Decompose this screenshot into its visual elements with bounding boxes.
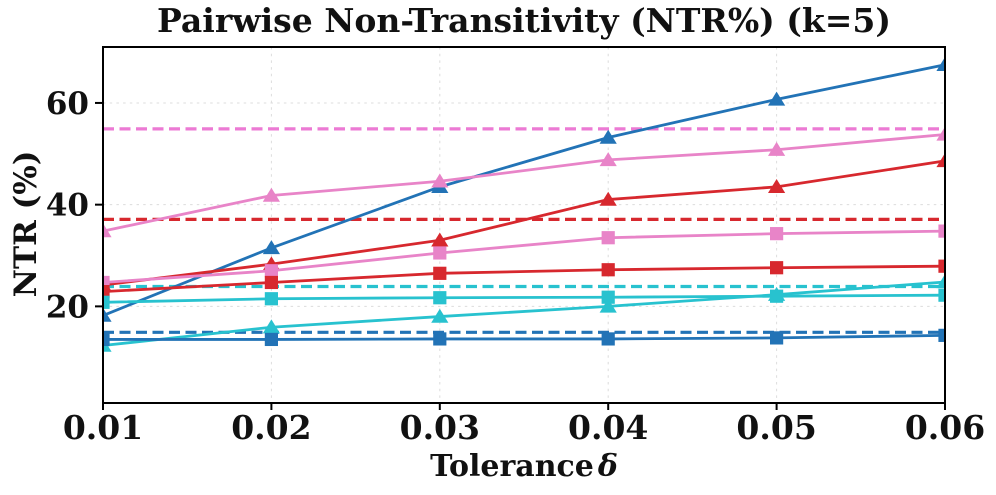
cyan-square-line bbox=[102, 293, 946, 304]
pink-square-marker bbox=[102, 275, 110, 290]
series-blue-triangle bbox=[102, 57, 946, 322]
x-tick-label: 0.06 bbox=[905, 408, 985, 447]
series-blue-square bbox=[102, 328, 946, 347]
red-square-line bbox=[102, 264, 946, 294]
cyan-triangle-marker bbox=[262, 319, 280, 334]
red-triangle-marker bbox=[599, 191, 617, 206]
pink-square-marker bbox=[433, 246, 447, 260]
cyan-square-marker bbox=[102, 295, 110, 309]
cyan-triangle-line bbox=[102, 280, 946, 347]
pink-square-marker bbox=[601, 231, 615, 245]
pink-square-line bbox=[102, 229, 946, 284]
pink-triangle-marker bbox=[431, 173, 449, 188]
pink-triangle-marker bbox=[936, 126, 946, 141]
red-square-marker bbox=[938, 259, 946, 273]
red-square-marker bbox=[433, 266, 447, 280]
cyan-square-marker bbox=[938, 288, 946, 302]
red-triangle-line bbox=[102, 159, 946, 287]
series-group bbox=[102, 57, 946, 352]
pink-triangle-marker bbox=[599, 152, 617, 167]
blue-square-marker bbox=[601, 332, 615, 346]
cyan-square-marker bbox=[433, 291, 447, 305]
pink-triangle-marker bbox=[102, 223, 112, 238]
x-axis-label-delta-symbol: δ bbox=[597, 449, 618, 484]
x-tick-label: 0.03 bbox=[400, 408, 480, 447]
x-tick-label: 0.05 bbox=[736, 408, 816, 447]
pink-triangle-line bbox=[102, 133, 946, 233]
blue-square-marker bbox=[770, 331, 784, 345]
blue-square-marker bbox=[938, 328, 946, 342]
cyan-triangle-marker bbox=[599, 298, 617, 313]
tick-marks bbox=[95, 101, 946, 410]
blue-triangle-marker bbox=[102, 307, 112, 322]
chart-title: Pairwise Non-Transitivity (NTR%) (k=5) bbox=[157, 1, 891, 40]
y-tick-label: 20 bbox=[46, 289, 89, 325]
axes-spines bbox=[102, 46, 946, 404]
blue-triangle-marker bbox=[936, 57, 946, 71]
red-square-marker bbox=[102, 285, 110, 299]
blue-triangle-marker bbox=[262, 240, 280, 255]
x-tick-label: 0.04 bbox=[568, 408, 648, 447]
red-square-marker bbox=[770, 261, 784, 275]
cyan-triangle-marker bbox=[431, 308, 449, 323]
pink-triangle-marker bbox=[768, 141, 786, 156]
pink-square-marker bbox=[264, 264, 278, 278]
cyan-square-marker bbox=[264, 292, 278, 306]
red-triangle-marker bbox=[768, 179, 786, 194]
cyan-triangle-marker bbox=[768, 286, 786, 301]
red-triangle-marker bbox=[936, 153, 946, 168]
x-axis-label-text: Tolerance bbox=[430, 449, 594, 484]
baseline-hlines bbox=[103, 127, 945, 334]
blue-square-marker bbox=[264, 332, 278, 347]
series-pink-square bbox=[102, 224, 946, 290]
x-tick-label: 0.02 bbox=[231, 408, 311, 447]
x-tick-label: 0.01 bbox=[63, 408, 143, 447]
pink-square-marker bbox=[770, 227, 784, 241]
series-red-square bbox=[102, 259, 946, 299]
red-square-marker bbox=[264, 275, 278, 290]
blue-triangle-line bbox=[102, 63, 946, 317]
pink-square-marker bbox=[938, 224, 946, 238]
cyan-triangle-marker bbox=[936, 274, 946, 289]
blue-square-marker bbox=[102, 332, 110, 347]
blue-square-line bbox=[103, 333, 946, 341]
x-axis-label: Tolerance δ bbox=[103, 449, 945, 484]
blue-square-marker bbox=[433, 332, 447, 346]
red-square-marker bbox=[601, 263, 615, 277]
gridlines bbox=[102, 47, 946, 403]
red-triangle-marker bbox=[431, 232, 449, 247]
blue-triangle-marker bbox=[768, 91, 786, 106]
series-pink-triangle bbox=[102, 126, 946, 238]
y-tick-label: 40 bbox=[46, 188, 89, 224]
blue-triangle-marker bbox=[599, 129, 617, 144]
cyan-square-marker bbox=[601, 290, 615, 304]
pink-triangle-marker bbox=[262, 187, 280, 202]
y-tick-label: 60 bbox=[46, 86, 89, 122]
